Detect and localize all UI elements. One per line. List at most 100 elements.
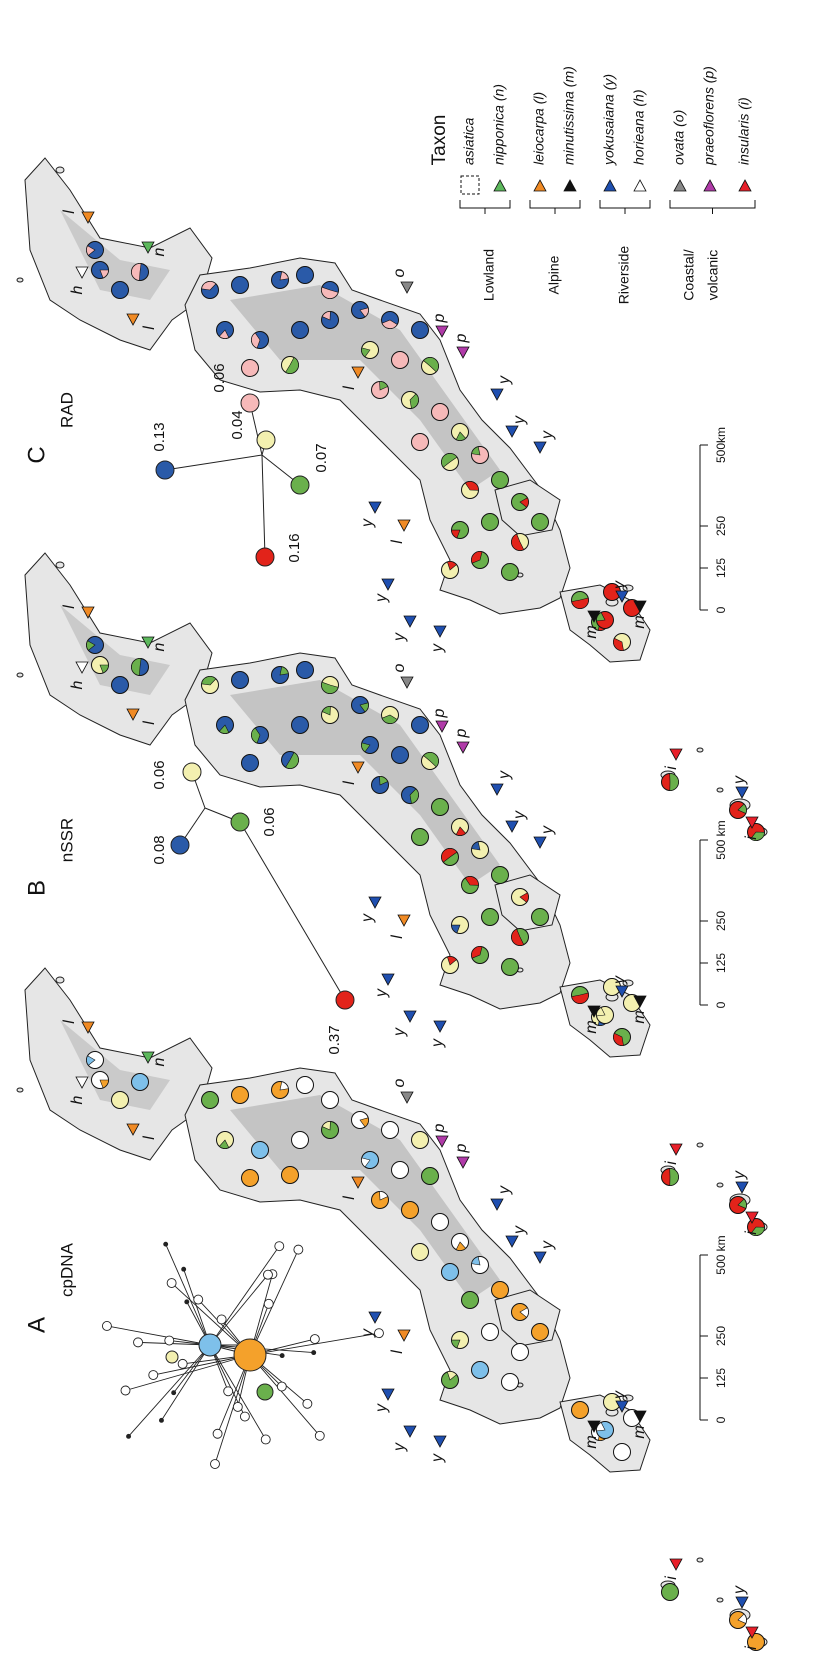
site-label: l xyxy=(341,1196,358,1200)
site-label: y xyxy=(391,1027,408,1037)
population-site xyxy=(442,1264,459,1281)
site-label: p xyxy=(453,1143,470,1153)
population-site xyxy=(242,755,259,772)
network-edge xyxy=(210,1246,279,1345)
site-label: y xyxy=(359,518,376,528)
site-label: n xyxy=(151,642,168,651)
haplotype xyxy=(199,1334,221,1356)
taxon-marker xyxy=(491,1199,503,1210)
cluster-tree xyxy=(171,763,354,1009)
site-label: y xyxy=(391,1442,408,1452)
method-label: nSSR xyxy=(57,818,76,862)
site-label: p xyxy=(431,708,448,718)
population-site xyxy=(532,1324,549,1341)
taxon-marker xyxy=(491,784,503,795)
population-site xyxy=(502,959,519,976)
haplotype xyxy=(185,1300,189,1304)
cluster-node xyxy=(257,431,275,449)
site-label: p xyxy=(431,1123,448,1133)
population-site xyxy=(532,909,549,926)
haplotype xyxy=(149,1371,158,1380)
population-site xyxy=(412,434,429,451)
haplotype xyxy=(127,1434,131,1438)
site-label: y xyxy=(429,1038,446,1048)
taxon-marker xyxy=(434,626,446,637)
site-label: y xyxy=(731,1170,748,1180)
haplotype xyxy=(374,1329,383,1338)
population-site xyxy=(482,514,499,531)
islet xyxy=(56,977,64,983)
legend-symbol xyxy=(739,180,751,191)
scale-label: 0 xyxy=(714,606,728,613)
taxon-marker xyxy=(506,821,518,832)
site-label: m xyxy=(631,1010,648,1023)
method-label: RAD xyxy=(57,392,76,428)
legend-symbol xyxy=(634,180,646,191)
cluster-node xyxy=(241,394,259,412)
taxon-marker xyxy=(670,1559,682,1570)
haplotype xyxy=(280,1354,284,1358)
taxon-marker xyxy=(534,1252,546,1263)
taxon-name: nipponica (n) xyxy=(491,84,507,165)
haplotype xyxy=(294,1245,303,1254)
population-site xyxy=(112,282,129,299)
taxon-marker xyxy=(434,1021,446,1032)
site-label: m xyxy=(631,615,648,628)
site-label: o xyxy=(391,268,408,277)
legend xyxy=(460,176,755,214)
islet xyxy=(697,1558,703,1562)
haplotype xyxy=(210,1460,219,1469)
population-site xyxy=(232,672,249,689)
cluster-node xyxy=(291,476,309,494)
tree-edge xyxy=(262,455,265,557)
population-site xyxy=(502,1374,519,1391)
scale-label: 125 xyxy=(714,558,728,578)
taxon-marker xyxy=(457,742,469,753)
islet xyxy=(17,673,23,677)
legend-bracket xyxy=(460,200,510,214)
population-site xyxy=(492,867,509,884)
population-site xyxy=(402,1202,419,1219)
pie-wedge xyxy=(670,774,679,791)
group-label: Lowland xyxy=(481,249,497,301)
population-site xyxy=(482,909,499,926)
taxon-marker xyxy=(736,1182,748,1193)
site-label: i xyxy=(663,1576,680,1580)
haplotype xyxy=(121,1386,130,1395)
scale-label: 125 xyxy=(714,953,728,973)
site-label: y xyxy=(373,988,390,998)
taxon-marker xyxy=(434,1436,446,1447)
branch-length: 0.06 xyxy=(151,760,168,789)
site-label: l xyxy=(61,1020,78,1024)
haplotype xyxy=(240,1412,249,1421)
site-label: h xyxy=(69,1095,86,1104)
taxon-marker xyxy=(436,1136,448,1147)
scale-label: 250 xyxy=(714,516,728,536)
taxon-marker xyxy=(670,1144,682,1155)
site-label: m xyxy=(583,625,600,638)
site-label: o xyxy=(391,1078,408,1087)
haplotype xyxy=(261,1435,270,1444)
population-site xyxy=(432,799,449,816)
taxon-marker xyxy=(404,1426,416,1437)
site-label: l xyxy=(341,386,358,390)
scale-label: 500 km xyxy=(714,820,728,859)
site-label: y xyxy=(611,975,628,985)
islet xyxy=(56,167,64,173)
haplotype xyxy=(194,1295,203,1304)
site-label: i xyxy=(663,766,680,770)
taxon-name: minutissima (m) xyxy=(561,66,577,165)
site-label: y xyxy=(373,593,390,603)
site-label: l xyxy=(61,605,78,609)
population-site xyxy=(242,1170,259,1187)
population-site xyxy=(532,514,549,531)
tree-edge xyxy=(165,455,262,470)
site-label: p xyxy=(453,728,470,738)
site-label: l xyxy=(61,210,78,214)
legend-symbol xyxy=(564,180,576,191)
site-label: i xyxy=(743,1646,760,1650)
population-site xyxy=(432,404,449,421)
taxon-name: insularis (i) xyxy=(736,97,752,165)
population-site xyxy=(292,322,309,339)
taxon-name: yokusaiana (y) xyxy=(601,74,617,166)
